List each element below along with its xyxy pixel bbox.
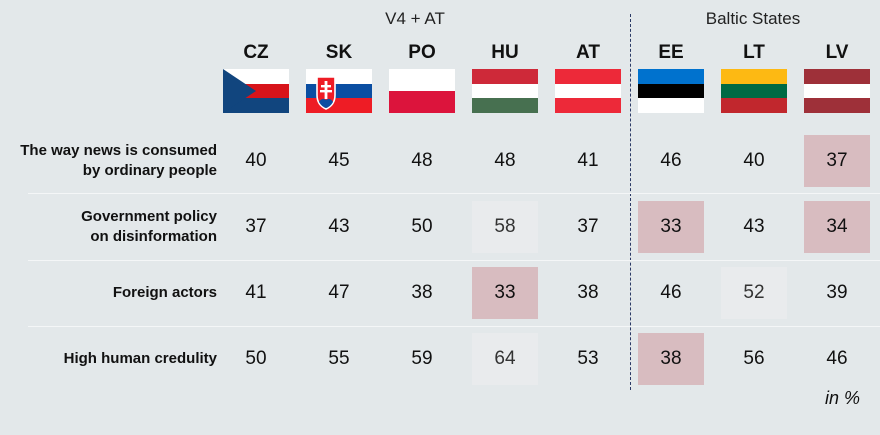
value-cell: 46	[660, 150, 682, 171]
value-cell: 34	[804, 201, 870, 253]
flag-cz-icon	[223, 69, 289, 113]
value-cell: 43	[328, 216, 350, 237]
row-separator	[28, 326, 880, 327]
value-cell: 38	[638, 333, 704, 385]
value-cell: 48	[494, 150, 516, 171]
value-cell: 55	[328, 348, 350, 369]
flag-ee-icon	[638, 69, 704, 113]
value-cell: 59	[411, 348, 433, 369]
country-code-ee: EE	[658, 42, 684, 63]
row-separator	[28, 193, 880, 194]
flag-lt-icon	[721, 69, 787, 113]
value-cell: 52	[721, 267, 787, 319]
value-cell: 37	[577, 216, 599, 237]
flag-po-icon	[389, 69, 455, 113]
value-cell: 41	[245, 282, 267, 303]
value-cell: 58	[472, 201, 538, 253]
value-cell: 46	[660, 282, 682, 303]
country-code-hu: HU	[491, 42, 519, 63]
country-code-at: AT	[576, 42, 600, 63]
value-cell: 48	[411, 150, 433, 171]
country-code-po: PO	[408, 42, 436, 63]
value-cell: 38	[411, 282, 433, 303]
value-cell: 47	[328, 282, 350, 303]
row-label: Government policy on disinformation	[0, 207, 217, 247]
row-label: Foreign actors	[0, 283, 217, 303]
row-label-line: High human credulity	[63, 350, 217, 367]
value-cell: 40	[245, 150, 267, 171]
group-title-baltic: Baltic States	[705, 9, 801, 28]
row-label-line: on disinformation	[90, 228, 217, 245]
row-label-line: by ordinary people	[82, 162, 217, 179]
value-cell: 46	[826, 348, 848, 369]
value-cell: 38	[577, 282, 599, 303]
group-divider	[630, 14, 631, 390]
country-code-lv: LV	[825, 42, 849, 63]
flag-lv-icon	[804, 69, 870, 113]
value-cell: 33	[638, 201, 704, 253]
flag-sk-icon	[306, 69, 372, 113]
row-label: High human credulity	[0, 349, 217, 369]
value-cell: 40	[743, 150, 765, 171]
value-cell: 41	[577, 150, 599, 171]
value-cell: 45	[328, 150, 350, 171]
value-cell: 43	[743, 216, 765, 237]
row-label-line: Foreign actors	[112, 284, 217, 301]
row-label-line: Government policy	[81, 208, 217, 225]
flag-hu-icon	[472, 69, 538, 113]
country-code-sk: SK	[325, 42, 353, 63]
country-code-cz: CZ	[243, 42, 269, 63]
row-label-line: The way news is consumed	[20, 142, 217, 159]
country-code-lt: LT	[743, 42, 765, 63]
value-cell: 56	[743, 348, 765, 369]
value-cell: 50	[411, 216, 433, 237]
flag-at-icon	[555, 69, 621, 113]
value-cell: 53	[577, 348, 599, 369]
group-title-v4-at: V4 + AT	[385, 9, 445, 28]
value-cell: 37	[804, 135, 870, 187]
unit-label: in %	[824, 388, 860, 408]
value-cell: 50	[245, 348, 267, 369]
row-label: The way news is consumed by ordinary peop…	[0, 141, 217, 181]
value-cell: 39	[826, 282, 848, 303]
row-separator	[28, 260, 880, 261]
value-cell: 33	[472, 267, 538, 319]
value-cell: 64	[472, 333, 538, 385]
value-cell: 37	[245, 216, 267, 237]
